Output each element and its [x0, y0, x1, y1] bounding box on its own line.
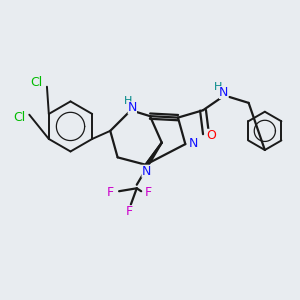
Text: F: F [107, 186, 114, 199]
Text: F: F [145, 186, 152, 199]
Text: O: O [206, 129, 216, 142]
Text: N: N [142, 165, 151, 178]
Text: H: H [124, 96, 133, 106]
Text: F: F [126, 205, 133, 218]
Text: N: N [219, 86, 228, 99]
Text: Cl: Cl [31, 76, 43, 89]
Text: H: H [214, 82, 223, 92]
Text: Cl: Cl [13, 111, 25, 124]
Text: N: N [128, 101, 137, 114]
Text: N: N [189, 137, 198, 150]
